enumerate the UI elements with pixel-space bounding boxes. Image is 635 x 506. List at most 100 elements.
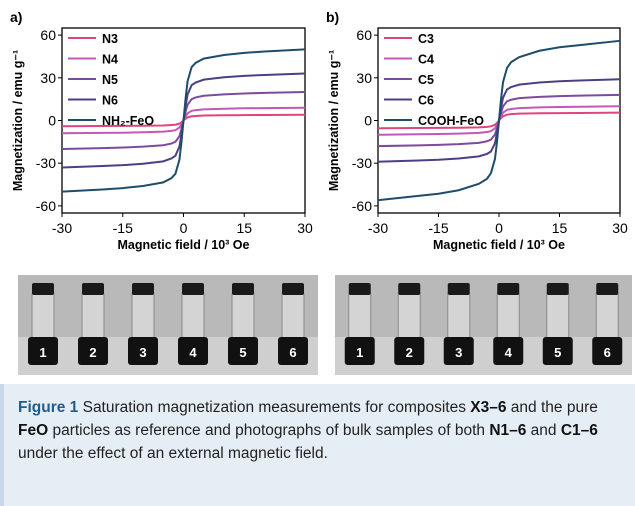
y-tick-label: -60	[36, 198, 56, 214]
y-axis-label: Magnetization / emu g⁻¹	[11, 50, 25, 191]
caption-text: under the effect of an external magnetic…	[18, 445, 328, 462]
x-tick-label: -30	[52, 220, 72, 236]
vial	[231, 290, 255, 340]
legend-label: C3	[418, 32, 434, 46]
y-tick-label: 60	[40, 27, 56, 43]
vial-label: 5	[239, 345, 246, 360]
x-tick-label: 0	[495, 220, 503, 236]
vial-base	[542, 337, 573, 365]
vial	[81, 290, 105, 340]
panel-label: b)	[326, 9, 339, 25]
y-tick-label: 30	[40, 70, 56, 86]
vial-cap	[596, 283, 619, 295]
photo-floor	[335, 337, 632, 375]
curve	[377, 39, 621, 202]
legend-label: N4	[102, 53, 118, 67]
vial	[595, 290, 619, 340]
vial-base	[493, 337, 524, 365]
vial-base	[28, 337, 58, 365]
photo-floor	[18, 337, 318, 375]
vial-base	[344, 337, 375, 365]
legend-label: C5	[418, 73, 434, 87]
caption: Figure 1 Saturation magnetization measur…	[0, 384, 635, 506]
curve	[61, 48, 306, 193]
vial-cap	[497, 283, 520, 295]
legend-label: N5	[102, 73, 118, 87]
y-tick-label: -30	[352, 155, 372, 171]
vial	[496, 290, 520, 340]
vial	[31, 290, 55, 340]
vial-base	[443, 337, 474, 365]
y-axis-label: Magnetization / emu g⁻¹	[327, 50, 341, 191]
vial-cap	[398, 283, 421, 295]
caption-text: FeO	[18, 422, 49, 439]
x-tick-label: 15	[236, 220, 252, 236]
vial-base	[178, 337, 208, 365]
vial-base	[128, 337, 158, 365]
vial	[281, 290, 305, 340]
vial-label: 4	[505, 345, 513, 360]
caption-text: Figure 1	[18, 399, 79, 416]
x-tick-label: 30	[297, 220, 313, 236]
x-tick-label: 30	[612, 220, 628, 236]
x-tick-label: 15	[552, 220, 568, 236]
vial-base	[78, 337, 108, 365]
x-axis-label: Magnetic field / 10³ Oe	[118, 238, 250, 252]
caption-text: and	[526, 422, 561, 439]
vial-base	[278, 337, 308, 365]
vial	[131, 290, 155, 340]
x-tick-label: -15	[428, 220, 448, 236]
caption-text: Saturation magnetization measurements fo…	[78, 399, 471, 416]
vial	[181, 290, 205, 340]
legend-label: C4	[418, 53, 434, 67]
caption-text: and the pure	[506, 399, 598, 416]
vial-label: 4	[189, 345, 197, 360]
vial-label: 6	[289, 345, 296, 360]
vial-label: 3	[139, 345, 146, 360]
y-tick-label: 0	[48, 113, 56, 129]
y-tick-label: -30	[36, 155, 56, 171]
y-tick-label: 0	[364, 113, 372, 129]
vial-base	[592, 337, 623, 365]
vial-label: 2	[89, 345, 96, 360]
caption-text: particles as reference and photographs o…	[48, 422, 490, 439]
vial-cap	[182, 283, 204, 295]
vial-cap	[82, 283, 104, 295]
vial	[447, 290, 471, 340]
vial-label: 6	[604, 345, 611, 360]
x-axis-label: Magnetic field / 10³ Oe	[433, 238, 565, 252]
vial-cap	[232, 283, 254, 295]
vial-cap	[447, 283, 470, 295]
y-tick-label: 30	[356, 70, 372, 86]
panel-label: a)	[10, 9, 22, 25]
vial-cap	[32, 283, 54, 295]
caption-text: C1–6	[560, 422, 598, 439]
legend-label: NH₂-FeO	[102, 114, 154, 128]
y-tick-label: 60	[356, 27, 372, 43]
x-tick-label: -30	[368, 220, 388, 236]
y-tick-label: -60	[352, 198, 372, 214]
vial-cap	[546, 283, 569, 295]
vial-cap	[282, 283, 304, 295]
caption-text: N1–6	[489, 422, 527, 439]
vial-label: 3	[455, 345, 462, 360]
x-tick-label: -15	[113, 220, 133, 236]
legend-label: N6	[102, 94, 118, 108]
vial	[397, 290, 421, 340]
vial	[546, 290, 570, 340]
vial-label: 2	[406, 345, 413, 360]
vial-base	[394, 337, 425, 365]
vial	[348, 290, 372, 340]
legend-label: N3	[102, 32, 118, 46]
legend-label: COOH-FeO	[418, 114, 484, 128]
caption-text: X3–6	[470, 399, 507, 416]
vial-base	[228, 337, 258, 365]
vial-label: 1	[39, 345, 46, 360]
legend-label: C6	[418, 94, 434, 108]
vial-cap	[348, 283, 371, 295]
vial-label: 1	[356, 345, 363, 360]
vial-cap	[132, 283, 154, 295]
vial-label: 5	[554, 345, 561, 360]
